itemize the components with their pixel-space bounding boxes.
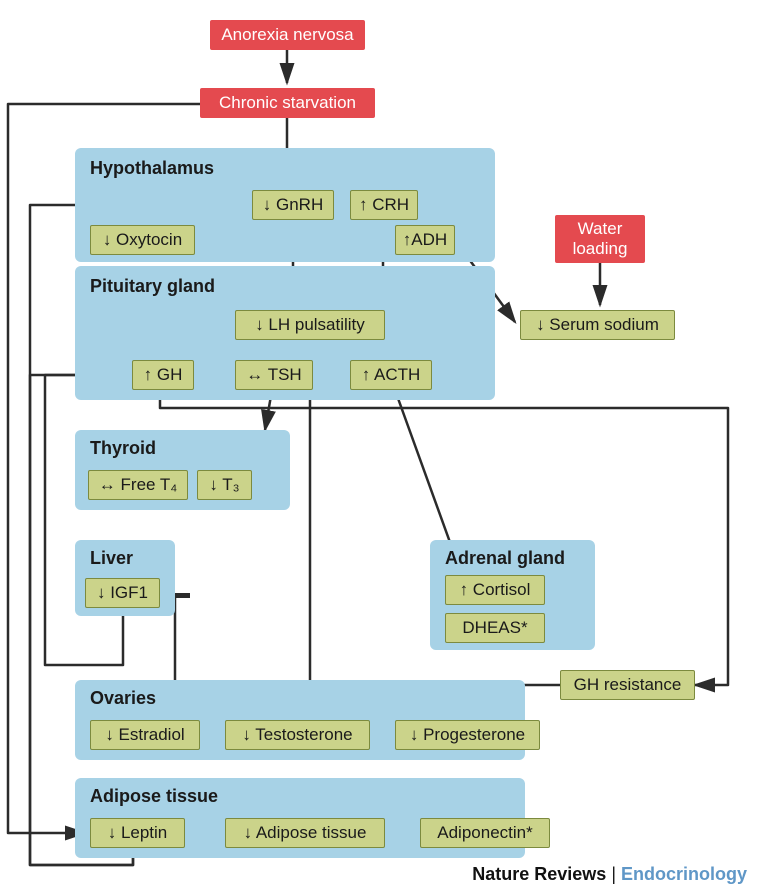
node-lhpuls: ↓ LH pulsatility	[235, 310, 385, 340]
diagram-canvas: Nature Reviews | Endocrinology Hypothala…	[0, 0, 767, 893]
node-leptin: ↓ Leptin	[90, 818, 185, 848]
region-title-adrenal: Adrenal gland	[445, 548, 565, 569]
node-progest: ↓ Progesterone	[395, 720, 540, 750]
journal-sep: |	[606, 864, 621, 884]
node-crh: ↑ CRH	[350, 190, 418, 220]
region-title-pituitary: Pituitary gland	[90, 276, 215, 297]
node-starvation: Chronic starvation	[200, 88, 375, 118]
region-title-hypothalamus: Hypothalamus	[90, 158, 214, 179]
node-adiponect: Adiponectin*	[420, 818, 550, 848]
node-freet4: ↔ Free T₄	[88, 470, 188, 500]
journal-right: Endocrinology	[621, 864, 747, 884]
region-title-liver: Liver	[90, 548, 133, 569]
journal-left: Nature Reviews	[472, 864, 606, 884]
node-oxytocin: ↓ Oxytocin	[90, 225, 195, 255]
region-title-thyroid: Thyroid	[90, 438, 156, 459]
node-waterload: Water loading	[555, 215, 645, 263]
node-igf1: ↓ IGF1	[85, 578, 160, 608]
node-dheas: DHEAS*	[445, 613, 545, 643]
edge	[45, 375, 128, 665]
node-gh: ↑ GH	[132, 360, 194, 390]
node-ghresist: GH resistance	[560, 670, 695, 700]
node-acth: ↑ ACTH	[350, 360, 432, 390]
node-testost: ↓ Testosterone	[225, 720, 370, 750]
node-adh: ↑ADH	[395, 225, 455, 255]
node-estradiol: ↓ Estradiol	[90, 720, 200, 750]
node-sodium: ↓ Serum sodium	[520, 310, 675, 340]
node-t3: ↓ T₃	[197, 470, 252, 500]
region-title-ovaries: Ovaries	[90, 688, 156, 709]
node-gnrh: ↓ GnRH	[252, 190, 334, 220]
node-cortisol: ↑ Cortisol	[445, 575, 545, 605]
journal-footer: Nature Reviews | Endocrinology	[472, 864, 747, 885]
node-adiptiss: ↓ Adipose tissue	[225, 818, 385, 848]
region-title-adipose: Adipose tissue	[90, 786, 218, 807]
node-anorexia: Anorexia nervosa	[210, 20, 365, 50]
node-tsh: ↔ TSH	[235, 360, 313, 390]
